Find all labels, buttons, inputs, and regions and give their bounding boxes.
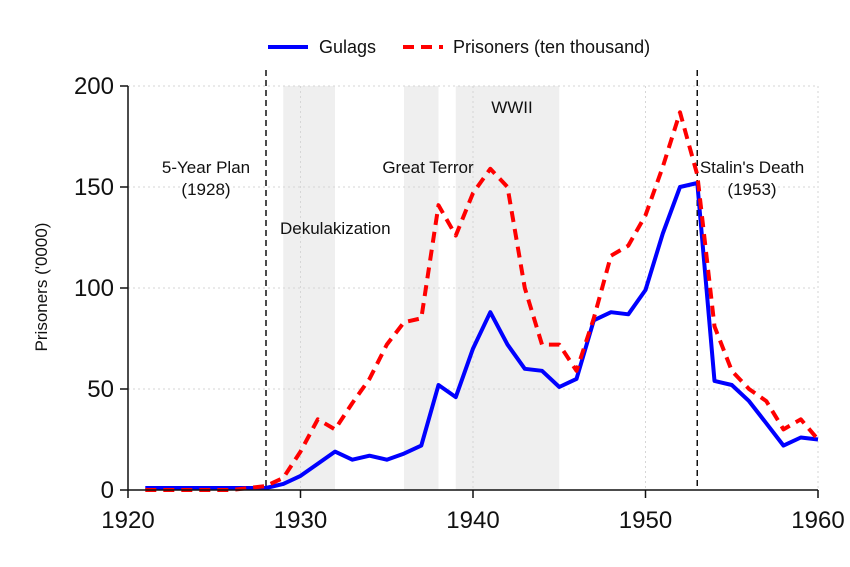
- event-label-0: 5-Year Plan: [162, 158, 250, 177]
- y-tick-label-1: 50: [87, 376, 114, 403]
- event-label-1: Stalin's Death: [700, 158, 804, 177]
- y-tick-label-2: 100: [74, 275, 114, 302]
- period-label-0: Dekulakization: [280, 219, 391, 238]
- legend: Gulags Prisoners (ten thousand): [268, 37, 650, 57]
- event-year-0: (1928): [181, 180, 230, 199]
- legend-label-prisoners: Prisoners (ten thousand): [453, 37, 650, 57]
- y-axis-label: Prisoners ('0000): [32, 223, 51, 352]
- y-tick-label-3: 150: [74, 174, 114, 201]
- series-line-1: [145, 110, 820, 492]
- legend-label-gulags: Gulags: [319, 37, 376, 57]
- y-tick-label-4: 200: [74, 73, 114, 100]
- y-tick-label-0: 0: [101, 477, 114, 504]
- x-tick-label-4: 1960: [791, 507, 844, 534]
- event-year-1: (1953): [727, 180, 776, 199]
- x-tick-label-3: 1950: [619, 507, 672, 534]
- x-tick-label-1: 1930: [274, 507, 327, 534]
- x-tick-label-2: 1940: [446, 507, 499, 534]
- period-label-2: WWII: [491, 98, 533, 117]
- x-tick-label-0: 1920: [101, 507, 154, 534]
- series-lines: [145, 110, 820, 492]
- event-lines: [265, 70, 698, 490]
- period-label-1: Great Terror: [382, 158, 474, 177]
- axes: 0 50 100 150 200 1920 1930 1940 1950 1960: [74, 73, 845, 534]
- annotations: 5-Year Plan (1928) Stalin's Death (1953) Dek…: [162, 98, 804, 238]
